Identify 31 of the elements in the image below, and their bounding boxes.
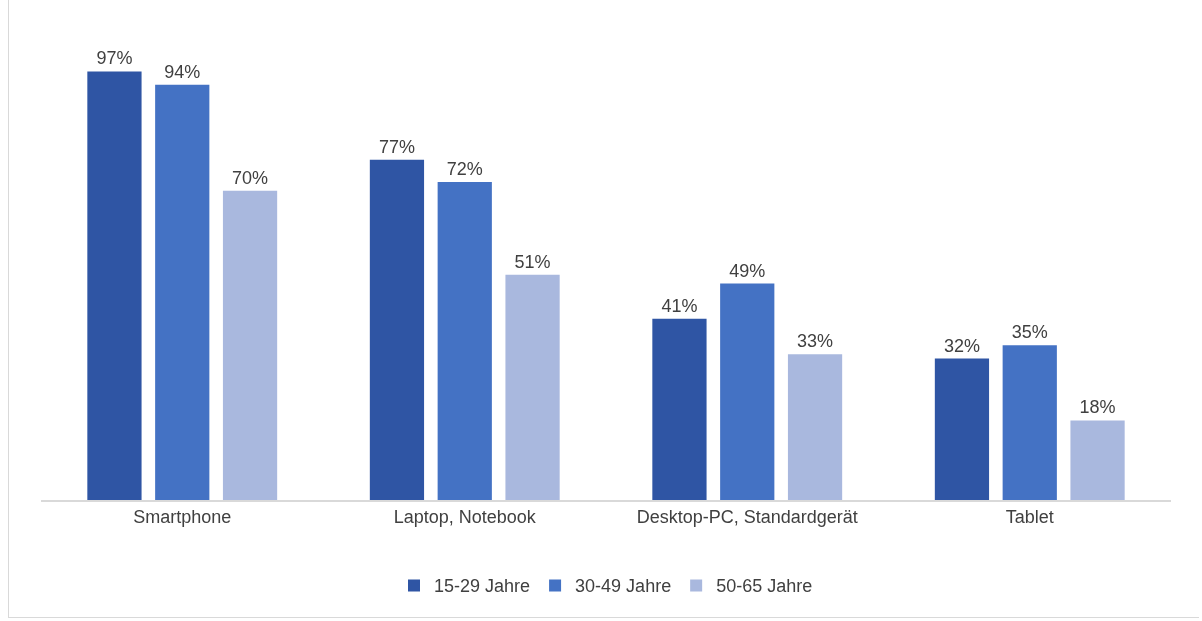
legend-label: 50-65 Jahre bbox=[716, 576, 813, 597]
legend-label: 15-29 Jahre bbox=[434, 576, 531, 597]
data-label: 51% bbox=[514, 251, 551, 272]
x-tick-label: Desktop-PC, Standardgerät bbox=[636, 507, 858, 528]
data-label: 32% bbox=[943, 335, 980, 356]
data-label: 41% bbox=[661, 295, 698, 316]
bar bbox=[155, 84, 210, 500]
bar bbox=[1070, 420, 1125, 500]
bar bbox=[369, 159, 425, 500]
data-label: 33% bbox=[797, 331, 834, 352]
x-tick-label: Tablet bbox=[1005, 507, 1054, 528]
data-label: 70% bbox=[232, 167, 269, 188]
bar bbox=[1002, 345, 1057, 500]
x-tick-label: Laptop, Notebook bbox=[393, 507, 537, 528]
data-label: 77% bbox=[378, 136, 415, 157]
bar bbox=[720, 283, 775, 500]
bar bbox=[222, 190, 278, 500]
bar bbox=[505, 274, 560, 500]
bar bbox=[87, 71, 142, 500]
bar bbox=[652, 318, 707, 500]
data-label: 35% bbox=[1011, 322, 1048, 343]
bar bbox=[437, 181, 492, 500]
data-label: 49% bbox=[729, 260, 766, 281]
x-tick-label: Smartphone bbox=[133, 507, 232, 528]
data-label: 94% bbox=[164, 61, 201, 82]
data-label: 72% bbox=[446, 158, 483, 179]
legend-label: 30-49 Jahre bbox=[575, 576, 672, 597]
bar bbox=[787, 354, 843, 500]
data-label: 97% bbox=[96, 48, 133, 69]
bar bbox=[934, 358, 990, 500]
data-label: 18% bbox=[1079, 397, 1116, 418]
